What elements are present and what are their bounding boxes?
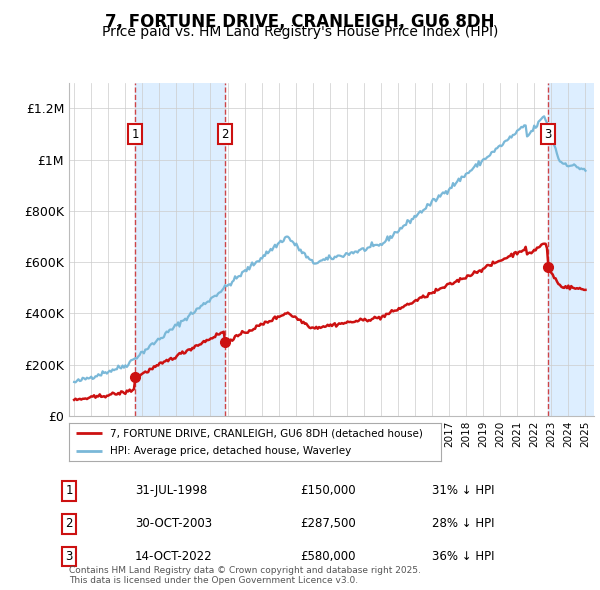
Text: 2: 2 bbox=[221, 128, 229, 141]
Text: 31-JUL-1998: 31-JUL-1998 bbox=[135, 484, 207, 497]
Text: £287,500: £287,500 bbox=[300, 517, 356, 530]
Text: £580,000: £580,000 bbox=[300, 550, 355, 563]
Text: 1: 1 bbox=[131, 128, 139, 141]
Bar bbox=[135, 83, 224, 416]
Text: £150,000: £150,000 bbox=[300, 484, 356, 497]
Text: 3: 3 bbox=[65, 550, 73, 563]
Text: 2: 2 bbox=[65, 517, 73, 530]
Text: 28% ↓ HPI: 28% ↓ HPI bbox=[432, 517, 494, 530]
Text: 7, FORTUNE DRIVE, CRANLEIGH, GU6 8DH: 7, FORTUNE DRIVE, CRANLEIGH, GU6 8DH bbox=[105, 13, 495, 31]
Text: Contains HM Land Registry data © Crown copyright and database right 2025.
This d: Contains HM Land Registry data © Crown c… bbox=[69, 566, 421, 585]
Text: 14-OCT-2022: 14-OCT-2022 bbox=[135, 550, 212, 563]
Text: 30-OCT-2003: 30-OCT-2003 bbox=[135, 517, 212, 530]
Text: 3: 3 bbox=[544, 128, 551, 141]
Text: 31% ↓ HPI: 31% ↓ HPI bbox=[432, 484, 494, 497]
Text: HPI: Average price, detached house, Waverley: HPI: Average price, detached house, Wave… bbox=[110, 446, 351, 456]
Text: 36% ↓ HPI: 36% ↓ HPI bbox=[432, 550, 494, 563]
Text: Price paid vs. HM Land Registry's House Price Index (HPI): Price paid vs. HM Land Registry's House … bbox=[102, 25, 498, 40]
Bar bbox=[548, 83, 594, 416]
Text: 7, FORTUNE DRIVE, CRANLEIGH, GU6 8DH (detached house): 7, FORTUNE DRIVE, CRANLEIGH, GU6 8DH (de… bbox=[110, 428, 423, 438]
Text: 1: 1 bbox=[65, 484, 73, 497]
